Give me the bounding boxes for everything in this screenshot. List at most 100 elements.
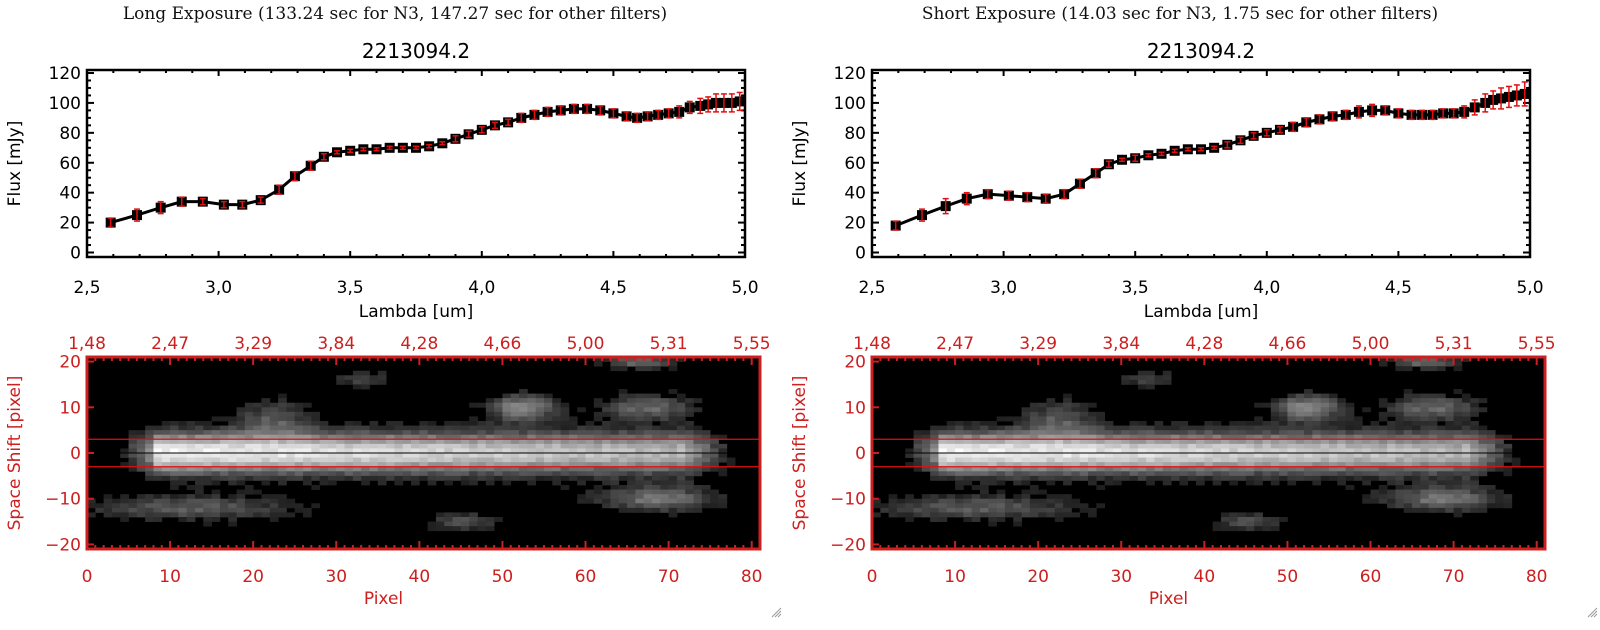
wavelength-tick-label: 5,00: [567, 334, 605, 354]
pixel-tick-label: 70: [658, 567, 680, 587]
wavelength-tick-label: 2,47: [151, 334, 189, 354]
error-bar: [1395, 108, 1402, 119]
pixel-tick-label: 40: [409, 567, 431, 587]
pixel-tick-label: 50: [1277, 567, 1299, 587]
y-tick-label: 10: [59, 398, 81, 418]
error-bar: [623, 111, 630, 122]
error-bar: [1119, 157, 1126, 163]
error-bar: [1513, 84, 1520, 107]
error-bar: [644, 111, 651, 122]
error-bar: [1005, 190, 1012, 201]
x-tick-label: 4,5: [1385, 278, 1412, 298]
wavelength-tick-label: 5,31: [1435, 334, 1473, 354]
pixel-tick-label: 20: [1027, 567, 1049, 587]
resize-grip-icon[interactable]: [770, 606, 782, 618]
pixel-tick-label: 40: [1194, 567, 1216, 587]
x-axis-label: Pixel: [364, 589, 403, 609]
y-tick-label: 0: [855, 444, 866, 464]
y-tick-label: 60: [59, 154, 81, 174]
error-bar: [655, 109, 662, 121]
resize-grip-icon[interactable]: [1586, 606, 1598, 618]
wavelength-tick-label: 5,31: [650, 334, 688, 354]
wavelength-tick-label: 5,00: [1352, 334, 1390, 354]
wavelength-tick-label: 1,48: [68, 334, 106, 354]
error-bar: [426, 144, 433, 149]
plot-title: 2213094.2: [1147, 39, 1255, 63]
y-tick-label: −10: [45, 490, 81, 510]
error-bar: [597, 105, 604, 116]
error-bar: [1355, 105, 1362, 119]
error-bar: [307, 160, 314, 171]
pixel-tick-label: 70: [1443, 567, 1465, 587]
x-tick-label: 2,5: [73, 278, 100, 298]
error-bar: [399, 145, 406, 151]
pixel-tick-label: 30: [1110, 567, 1132, 587]
y-tick-label: 0: [70, 444, 81, 464]
error-bar: [728, 93, 735, 113]
x-tick-label: 3,5: [1122, 278, 1149, 298]
error-bar: [505, 118, 512, 127]
y-tick-label: 0: [855, 244, 866, 264]
error-bar: [239, 200, 246, 209]
error-bar: [1092, 167, 1099, 179]
error-bar: [686, 100, 693, 115]
x-tick-label: 5,0: [1516, 278, 1543, 298]
short-exposure-figure: 2213094.22,5 3,0 3,5 4,0 4,5 5,00204060801001…: [790, 39, 1556, 609]
error-bar: [610, 108, 617, 119]
x-axis-label: Pixel: [1149, 589, 1188, 609]
wavelength-tick-label: 2,47: [936, 334, 974, 354]
pixel-tick-label: 20: [242, 567, 264, 587]
error-bar: [157, 200, 164, 215]
wavelength-tick-label: 3,29: [1019, 334, 1057, 354]
pixel-tick-label: 50: [492, 567, 514, 587]
y-tick-label: 20: [844, 214, 866, 234]
wavelength-tick-label: 3,84: [317, 334, 355, 354]
error-bar: [1042, 193, 1049, 204]
error-bar: [1198, 147, 1204, 152]
wavelength-tick-label: 5,55: [1518, 334, 1556, 354]
wavelength-tick-label: 1,48: [853, 334, 891, 354]
wavelength-tick-label: 3,29: [234, 334, 272, 354]
error-bar: [478, 126, 485, 134]
plot-frame: [85, 68, 747, 259]
error-bar: [1461, 105, 1468, 119]
error-bar: [334, 150, 341, 155]
error-bar: [1382, 105, 1389, 116]
short-exposure-title: Short Exposure (14.03 sec for N3, 1.75 s…: [921, 4, 1439, 24]
error-bar: [736, 91, 743, 112]
y-axis-label: Space Shift [pixel]: [5, 376, 25, 531]
error-bar: [919, 208, 926, 222]
x-tick-label: 4,0: [468, 278, 495, 298]
error-bar: [713, 93, 720, 113]
error-bar: [665, 108, 672, 119]
pixel-tick-label: 0: [867, 567, 878, 587]
y-tick-label: −20: [830, 535, 866, 555]
pixel-tick-label: 80: [741, 567, 763, 587]
plot-title: 2213094.2: [362, 39, 470, 63]
error-bar: [107, 217, 114, 228]
wavelength-tick-label: 4,28: [400, 334, 438, 354]
error-bar: [1440, 108, 1447, 119]
pixel-tick-label: 0: [82, 567, 93, 587]
long-exposure-panel: Long Exposure (133.24 sec for N3, 147.27…: [0, 0, 790, 630]
error-bar: [1237, 136, 1244, 145]
error-bar: [276, 184, 283, 195]
error-bar: [1250, 132, 1257, 140]
pixel-tick-label: 80: [1526, 567, 1548, 587]
x-tick-label: 3,0: [990, 278, 1017, 298]
error-bar: [584, 103, 591, 115]
error-bar: [1211, 145, 1218, 151]
error-bar: [1429, 109, 1436, 121]
y-tick-label: 40: [844, 184, 866, 204]
error-bar: [1316, 114, 1323, 125]
y-axis-label: Flux [mJy]: [5, 121, 25, 207]
wavelength-tick-label: 4,66: [484, 334, 522, 354]
pixel-tick-label: 10: [944, 567, 966, 587]
error-bar: [697, 97, 704, 115]
spectral-image-pixels: [872, 357, 1521, 532]
error-bar: [544, 106, 551, 118]
x-tick-label: 3,5: [337, 278, 364, 298]
error-bar: [1450, 108, 1457, 119]
error-bar: [1171, 148, 1178, 154]
y-tick-label: 120: [49, 64, 81, 84]
